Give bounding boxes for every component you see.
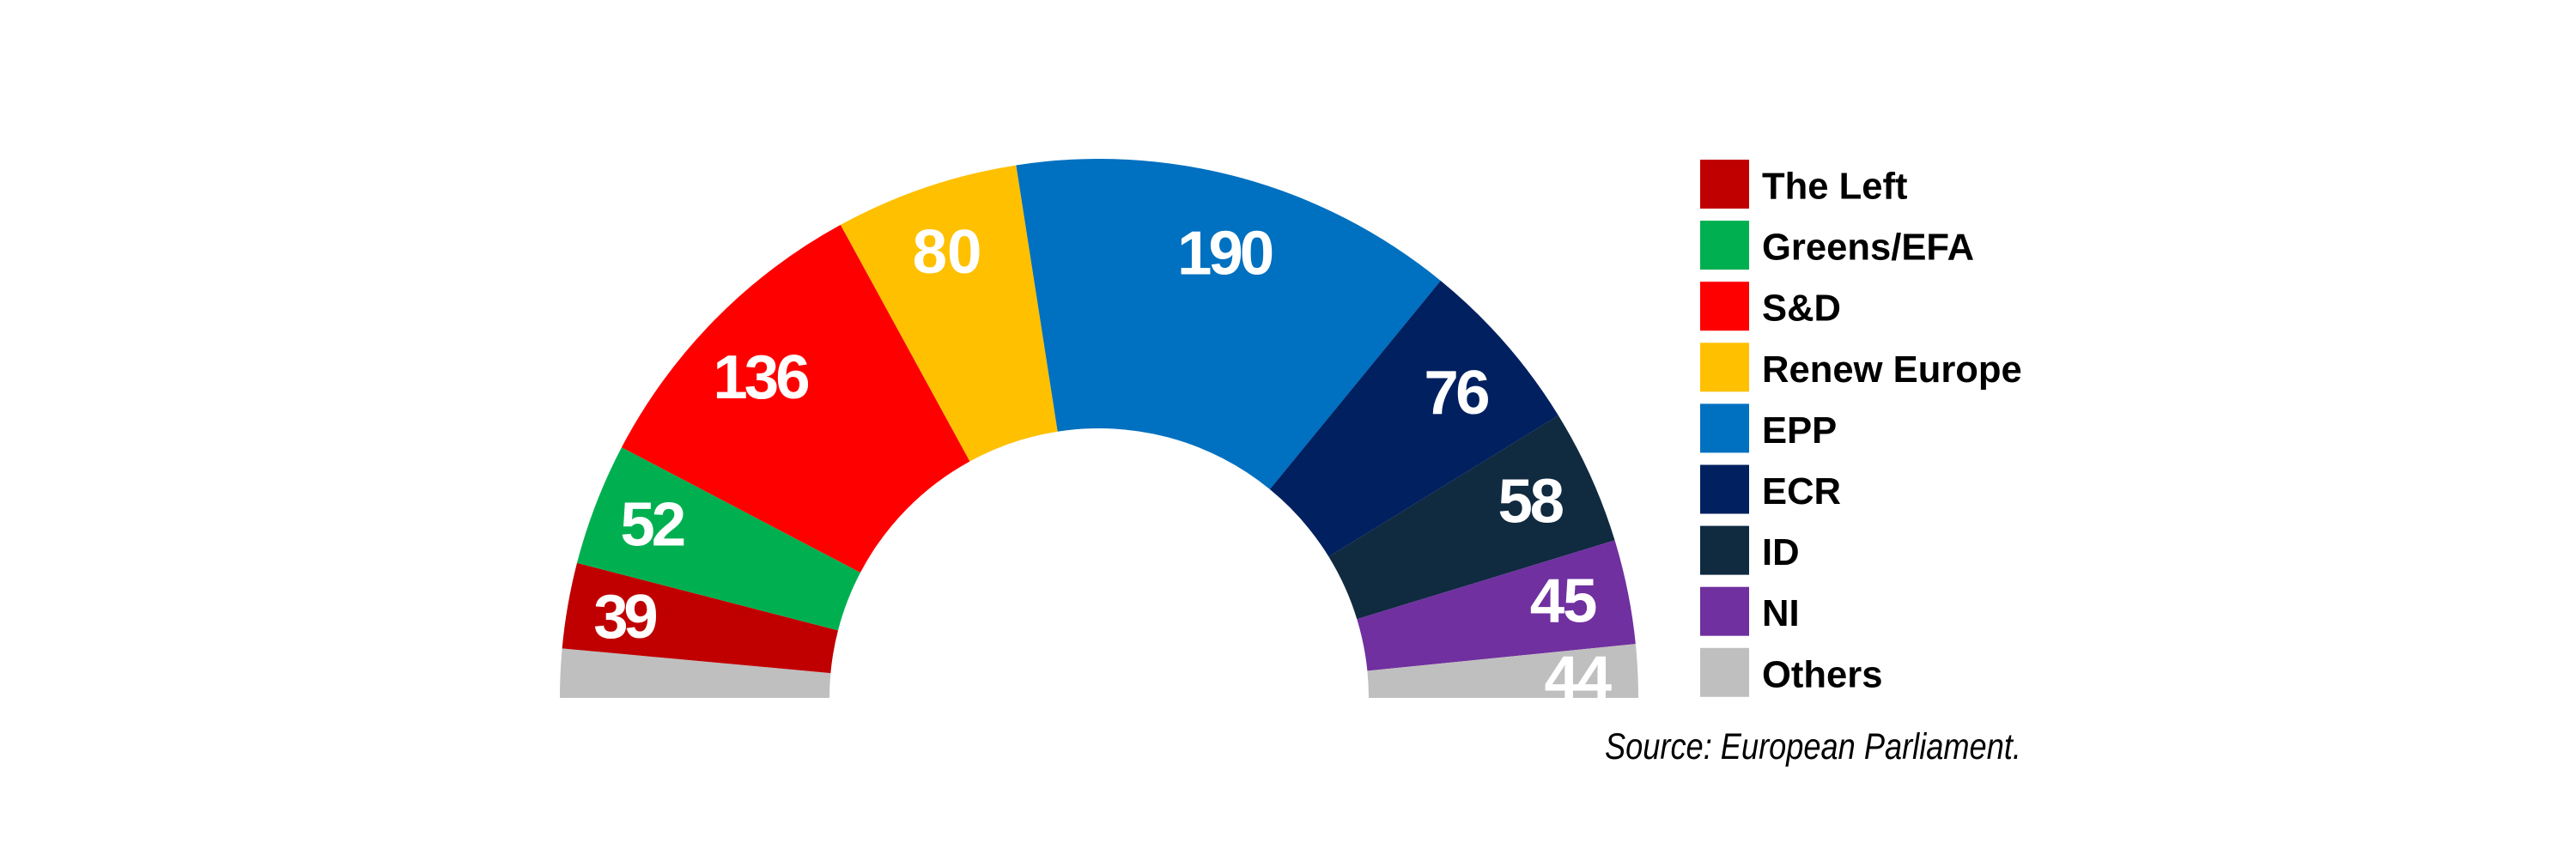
svg-text:Greens/EFA: Greens/EFA [1762, 227, 1974, 269]
svg-text:76: 76 [1424, 358, 1488, 427]
svg-text:EPP: EPP [1762, 410, 1837, 452]
svg-text:Source: European Parliament.: Source: European Parliament. [1605, 726, 2021, 767]
svg-text:190: 190 [1177, 219, 1273, 288]
svg-text:80: 80 [913, 217, 982, 287]
svg-text:The Left: The Left [1762, 167, 1908, 208]
svg-text:39: 39 [593, 582, 656, 652]
svg-text:Renew Europe: Renew Europe [1762, 349, 2022, 391]
svg-text:52: 52 [620, 490, 683, 560]
svg-text:ID: ID [1762, 532, 1800, 573]
svg-text:S&D: S&D [1762, 288, 1841, 330]
svg-text:44: 44 [1544, 643, 1612, 712]
svg-text:Others: Others [1762, 654, 1883, 695]
svg-text:NI: NI [1762, 593, 1800, 634]
svg-text:45: 45 [1530, 566, 1596, 635]
svg-text:58: 58 [1498, 466, 1564, 536]
svg-text:ECR: ECR [1762, 471, 1841, 512]
svg-text:136: 136 [713, 343, 808, 412]
